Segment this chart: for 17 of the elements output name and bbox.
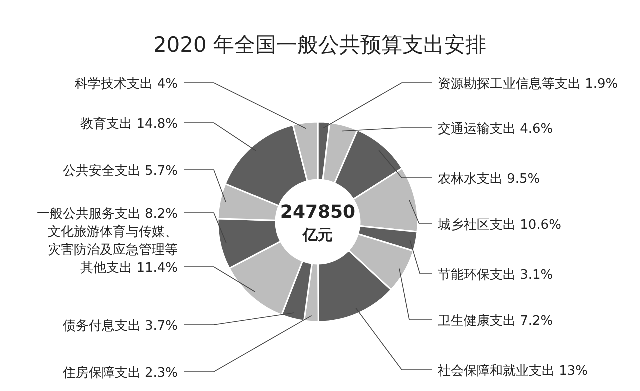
slice-label: 债务付息支出 3.7% bbox=[62, 319, 178, 334]
chart-title: 2020 年全国一般公共预算支出安排 bbox=[153, 33, 487, 57]
slice-label: 公共安全支出 5.7% bbox=[62, 163, 178, 179]
slice-label: 城乡社区支出 10.6% bbox=[437, 218, 562, 233]
slice-label: 一般公共服务支出 8.2% bbox=[36, 207, 178, 222]
slice-label: 文化旅游体育与传媒、灾害防治及应急管理等其他支出 11.4% bbox=[48, 224, 178, 276]
slice-label: 社会保障和就业支出 13% bbox=[438, 364, 588, 379]
slice-label: 交通运输支出 4.6% bbox=[438, 121, 554, 137]
slice-label: 教育支出 14.8% bbox=[80, 116, 178, 132]
text: 亿元 bbox=[302, 226, 333, 244]
text: 247850 bbox=[280, 202, 356, 223]
slice-label: 卫生健康支出 7.2% bbox=[438, 314, 554, 329]
slice-label: 农林水支出 9.5% bbox=[438, 172, 540, 187]
slice-label: 节能环保支出 3.1% bbox=[438, 268, 554, 283]
slice-label: 资源勘探工业信息等支出 1.9% bbox=[438, 77, 618, 92]
slice-label: 住房保障支出 2.3% bbox=[62, 365, 178, 381]
slice-label: 科学技术支出 4% bbox=[75, 77, 178, 92]
